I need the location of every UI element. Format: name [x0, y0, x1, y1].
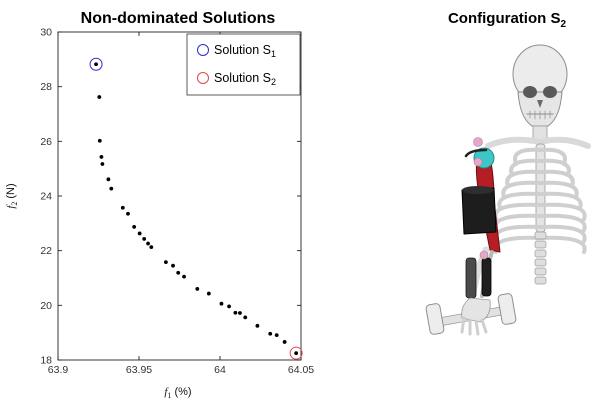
y-tick-label: 18 — [40, 355, 52, 367]
y-axis-label-unit: (N) — [5, 183, 17, 198]
legend-sub-s2: 2 — [271, 77, 276, 87]
y-axis-label-sub: 2 — [10, 202, 19, 206]
data-point — [132, 224, 137, 229]
vertebra — [534, 231, 547, 240]
x-tick-label: 63.9 — [48, 364, 69, 376]
rib-right — [538, 191, 583, 210]
x-tick-label: 64.05 — [288, 364, 314, 376]
x-axis-label-symbol: f — [164, 386, 169, 398]
vertebra — [534, 249, 547, 258]
x-axis-label-unit: (%) — [174, 386, 191, 398]
spine — [534, 231, 547, 285]
data-point — [146, 241, 150, 246]
data-point — [176, 270, 181, 275]
y-tick-label: 26 — [40, 136, 52, 148]
legend-entry-s2: Solution S2 — [214, 71, 276, 87]
data-point — [97, 138, 102, 143]
y-tick-label: 24 — [40, 191, 52, 203]
legend-marker-s2 — [197, 72, 209, 84]
y-tick-label: 30 — [40, 27, 52, 39]
data-point — [206, 291, 211, 296]
data-point — [171, 263, 175, 268]
data-point — [100, 162, 105, 166]
y-axis-label-symbol: f — [5, 204, 17, 209]
y-axis-label: f2 (N) — [5, 183, 19, 208]
data-point — [99, 155, 104, 159]
legend-marker-s1 — [197, 44, 209, 56]
rib-left — [497, 191, 542, 210]
rib-right — [538, 147, 567, 166]
vertebra — [534, 258, 547, 267]
rib-right — [538, 180, 579, 199]
ribcage — [493, 147, 587, 254]
y-tick-label: 22 — [40, 245, 52, 257]
data-point — [255, 323, 260, 328]
data-point — [294, 351, 299, 356]
rib-left — [501, 180, 542, 199]
data-point — [120, 205, 125, 210]
rib-right — [538, 235, 587, 254]
legend-box — [186, 33, 301, 96]
data-point — [94, 62, 98, 67]
configuration-title-sub: 2 — [560, 19, 566, 30]
dumbbell-icon — [425, 293, 517, 335]
legend-label-s1: Solution S — [214, 43, 271, 57]
data-point — [106, 177, 111, 182]
data-point — [282, 340, 287, 344]
configuration-title: Configuration S2 — [448, 10, 567, 30]
highlight-markers — [89, 57, 303, 360]
rib-left — [493, 235, 542, 254]
legend: Solution S1 Solution S2 — [186, 33, 301, 96]
data-point — [238, 311, 242, 315]
skeleton-exoskeleton-illustration — [425, 44, 591, 336]
data-point — [219, 301, 224, 306]
data-point — [142, 237, 147, 241]
y-tick-label: 20 — [40, 300, 52, 312]
highlight-marker-s1 — [89, 57, 103, 71]
y-axis: 18 20 22 24 26 28 30 — [40, 27, 301, 367]
legend-entry-s1: Solution S1 — [214, 43, 276, 59]
highlight-marker-s2 — [289, 346, 303, 360]
rib-right — [538, 224, 587, 243]
legend-label-s2: Solution S — [214, 71, 271, 85]
data-point — [126, 211, 130, 216]
rib-right — [538, 158, 571, 177]
x-tick-label: 63.95 — [126, 364, 152, 376]
data-point — [163, 260, 168, 265]
data-point — [274, 333, 279, 338]
rib-left — [509, 158, 542, 177]
legend-sub-s1: 1 — [271, 49, 276, 59]
data-point — [109, 186, 114, 191]
skull-icon — [512, 44, 568, 127]
x-axis-label: f1 (%) — [164, 386, 191, 398]
rib-left — [513, 147, 542, 166]
chart-title: Non-dominated Solutions — [81, 10, 276, 27]
data-points — [94, 62, 299, 356]
y-tick-label: 28 — [40, 81, 52, 93]
data-point — [149, 245, 154, 250]
rib-right — [538, 169, 575, 188]
x-axis: 63.9 63.95 64 64.05 — [48, 32, 314, 376]
x-tick-label: 64 — [214, 364, 226, 376]
data-point — [195, 287, 200, 291]
data-point — [233, 310, 238, 315]
data-point — [268, 331, 273, 336]
rib-left — [505, 169, 542, 188]
vertebra — [534, 240, 547, 249]
data-point — [137, 231, 142, 236]
data-point — [97, 95, 102, 99]
x-axis-label-sub: 1 — [167, 391, 171, 398]
vertebra — [534, 267, 547, 276]
rib-right — [538, 202, 587, 221]
data-point — [243, 315, 248, 320]
data-point — [182, 274, 186, 279]
data-point — [227, 304, 231, 309]
rib-right — [538, 213, 587, 232]
vertebra — [534, 276, 547, 285]
configuration-title-text: Configuration S — [448, 10, 561, 27]
